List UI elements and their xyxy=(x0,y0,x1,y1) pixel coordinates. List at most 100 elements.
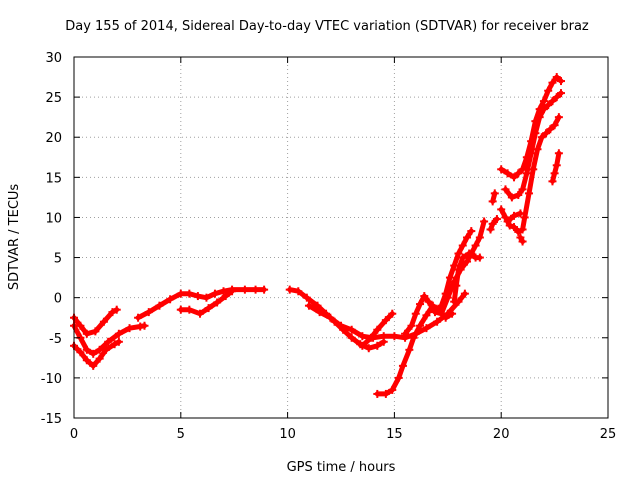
data-point xyxy=(548,177,557,186)
data-point xyxy=(166,295,175,304)
data-point xyxy=(411,309,420,318)
x-tick-label: 25 xyxy=(600,427,617,442)
x-tick-label: 10 xyxy=(279,427,296,442)
data-point xyxy=(557,77,566,86)
data-point xyxy=(430,308,439,317)
data-point xyxy=(409,333,418,342)
data-point xyxy=(185,305,194,314)
data-point xyxy=(501,185,510,194)
y-tick-label: -15 xyxy=(41,412,62,427)
data-point xyxy=(112,305,121,314)
data-point xyxy=(176,305,185,314)
series-track-18 xyxy=(550,150,562,184)
data-point xyxy=(82,356,91,365)
data-point xyxy=(82,345,91,354)
data-point xyxy=(89,349,98,358)
y-tick-label: -10 xyxy=(41,372,62,387)
data-point xyxy=(548,97,557,106)
data-point xyxy=(531,129,540,138)
data-point xyxy=(516,209,525,218)
chart-title: Day 155 of 2014, Sidereal Day-to-day VTE… xyxy=(65,19,589,34)
data-point xyxy=(420,292,429,301)
data-point xyxy=(388,385,397,394)
data-point xyxy=(450,297,459,306)
series-layer xyxy=(70,73,566,398)
data-point xyxy=(529,165,538,174)
x-tick-label: 5 xyxy=(177,427,185,442)
data-point xyxy=(108,308,117,317)
data-point xyxy=(533,145,542,154)
data-point xyxy=(510,173,519,182)
data-point xyxy=(492,215,501,224)
data-point xyxy=(240,285,249,294)
data-point xyxy=(326,313,335,322)
data-point xyxy=(516,233,525,242)
data-point xyxy=(460,289,469,298)
data-point xyxy=(82,329,91,338)
data-point xyxy=(228,287,237,296)
data-point xyxy=(514,169,523,178)
x-tick-label: 20 xyxy=(493,427,510,442)
data-point xyxy=(185,289,194,298)
data-point xyxy=(347,333,356,342)
data-point xyxy=(518,237,527,246)
x-axis-label: GPS time / hours xyxy=(287,460,396,475)
data-point xyxy=(89,361,98,370)
data-point xyxy=(390,332,399,341)
data-point xyxy=(285,285,294,294)
data-point xyxy=(480,217,489,226)
data-point xyxy=(373,341,382,350)
data-point xyxy=(401,329,410,338)
data-point xyxy=(552,93,561,102)
data-point xyxy=(102,345,111,354)
data-point xyxy=(554,149,563,158)
data-point xyxy=(379,332,388,341)
data-point xyxy=(193,292,202,301)
data-point xyxy=(488,219,497,228)
data-point xyxy=(388,309,397,318)
data-point xyxy=(373,325,382,334)
data-point xyxy=(454,265,463,274)
data-point xyxy=(221,292,230,301)
data-point xyxy=(535,113,544,122)
data-point xyxy=(475,233,484,242)
data-point xyxy=(125,324,134,333)
data-point xyxy=(548,78,557,87)
data-point xyxy=(424,297,433,306)
data-point xyxy=(76,348,85,357)
data-point xyxy=(554,113,563,122)
data-point xyxy=(488,197,497,206)
data-point xyxy=(546,125,555,134)
data-point xyxy=(448,309,457,318)
data-point xyxy=(552,73,561,82)
data-point xyxy=(458,253,467,262)
data-point xyxy=(294,287,303,296)
plot-frame xyxy=(73,56,609,419)
data-point xyxy=(497,165,506,174)
y-tick-label: 15 xyxy=(45,171,62,186)
data-point xyxy=(114,329,123,338)
data-point xyxy=(542,129,551,138)
grid-layer xyxy=(74,57,608,418)
data-point xyxy=(110,340,119,349)
data-point xyxy=(527,149,536,158)
data-point xyxy=(454,249,463,258)
data-point xyxy=(503,217,512,226)
data-point xyxy=(550,121,559,130)
data-point xyxy=(475,253,484,262)
data-point xyxy=(445,273,454,282)
data-point xyxy=(155,301,164,310)
y-tick-label: 25 xyxy=(45,91,62,106)
data-point xyxy=(134,313,143,322)
data-point xyxy=(407,321,416,330)
data-point xyxy=(304,301,313,310)
data-point xyxy=(213,298,222,307)
data-point xyxy=(204,304,213,313)
data-point xyxy=(557,89,566,98)
data-point xyxy=(398,361,407,370)
data-point xyxy=(514,190,523,199)
data-point xyxy=(486,225,495,234)
data-point xyxy=(337,321,345,330)
data-point xyxy=(463,233,472,242)
data-point xyxy=(520,213,529,222)
